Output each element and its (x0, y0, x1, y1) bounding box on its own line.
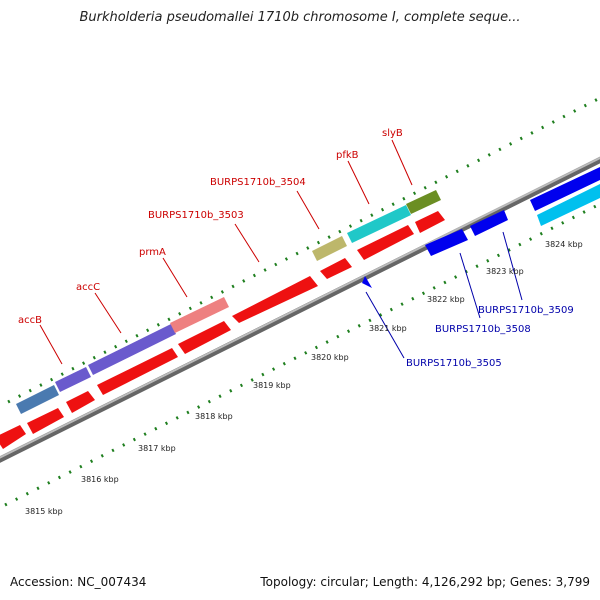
cds-arrow (470, 210, 508, 236)
cds-arrow (27, 408, 64, 434)
scale-label: 3824 kbp (545, 240, 583, 249)
cds-arrow (537, 184, 600, 226)
forward-gene-labels: accB accC prmA BURPS1710b_3503 BURPS1710… (18, 128, 403, 326)
map-title: Burkholderia pseudomallei 1710b chromoso… (79, 10, 521, 25)
cds-arrow (232, 276, 318, 323)
forward-feature-lane (16, 190, 441, 414)
slyB-box (406, 190, 441, 214)
gene-label-burps3504: BURPS1710b_3504 (210, 177, 306, 188)
gene-label-accC: accC (76, 282, 100, 293)
cds-arrow (0, 425, 26, 449)
accession-label: Accession: NC_007434 (10, 575, 147, 589)
cds-arrow (357, 225, 414, 260)
gene-label-pfkB: pfkB (336, 150, 359, 161)
scale-labels: 3815 kbp 3816 kbp 3817 kbp 3818 kbp 3819… (25, 240, 583, 516)
cds-arrow (66, 391, 95, 413)
forward-leaders (39, 139, 413, 365)
scale-label: 3822 kbp (427, 295, 465, 304)
gene-label-burps3503: BURPS1710b_3503 (148, 210, 244, 221)
scale-label: 3815 kbp (25, 507, 63, 516)
cds-arrow (415, 211, 445, 233)
gene-label-accB: accB (18, 315, 42, 326)
cds-arrow (362, 276, 372, 288)
reverse-leaders (365, 231, 523, 359)
gene-label-burps3505: BURPS1710b_3505 (406, 358, 502, 369)
forward-cds-lane (0, 211, 445, 449)
accB-box (16, 385, 59, 414)
gene-label-slyB: slyB (382, 128, 403, 139)
cds-arrow (530, 167, 600, 211)
outer-tick-row (7, 96, 600, 404)
scale-label: 3819 kbp (253, 381, 291, 390)
scale-label: 3817 kbp (138, 444, 176, 453)
reverse-gene-labels: BURPS1710b_3505 BURPS1710b_3508 BURPS171… (406, 305, 574, 369)
scale-label: 3820 kbp (311, 353, 349, 362)
scale-label: 3823 kbp (486, 267, 524, 276)
cds-arrow (178, 321, 231, 354)
backbone (0, 156, 600, 463)
gene-label-prmA: prmA (139, 247, 166, 258)
summary-label: Topology: circular; Length: 4,126,292 bp… (260, 575, 590, 589)
gene-label-burps3509: BURPS1710b_3509 (478, 305, 574, 316)
accC-box (55, 367, 91, 392)
scale-label: 3818 kbp (195, 412, 233, 421)
BURPS1710b_3504-box (312, 236, 347, 261)
scale-label: 3816 kbp (81, 475, 119, 484)
cds-arrow (425, 229, 468, 256)
accC-box (88, 324, 176, 375)
prmA-box (170, 297, 229, 333)
scale-label: 3821 kbp (369, 324, 407, 333)
pfkB-box (347, 205, 411, 243)
inner-tick-row (4, 202, 600, 507)
cds-arrow (320, 258, 352, 279)
reverse-cds-lane (362, 167, 600, 288)
cds-arrow (97, 348, 178, 395)
gene-label-burps3508: BURPS1710b_3508 (435, 324, 531, 335)
